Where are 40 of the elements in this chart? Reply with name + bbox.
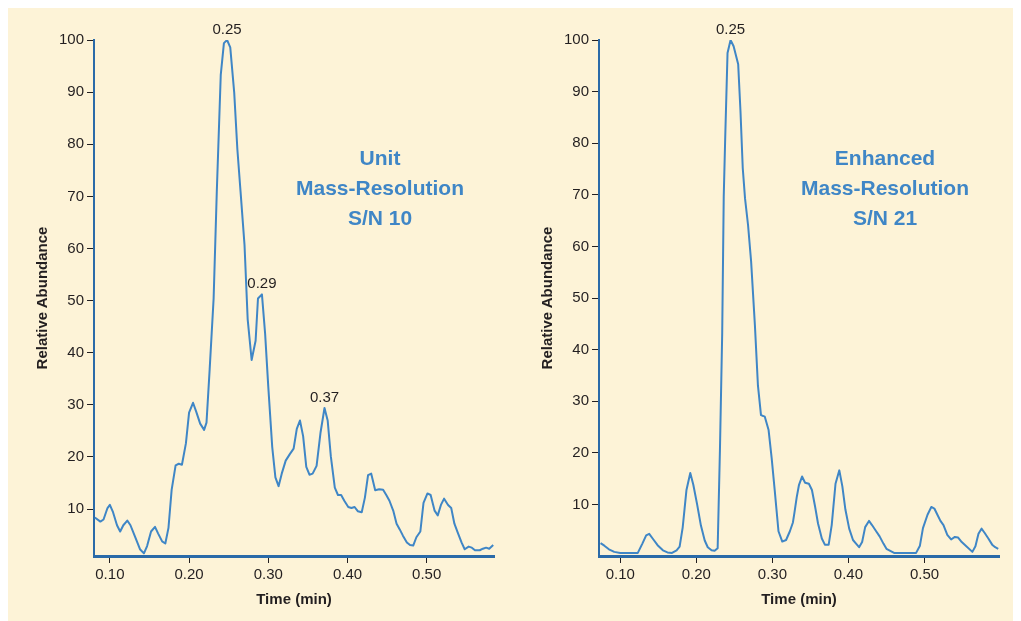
x-tick-label: 0.30 bbox=[757, 565, 787, 583]
y-tick-label: 20 bbox=[67, 447, 85, 465]
y-axis-title: Relative Abundance bbox=[33, 226, 51, 370]
y-tick-label: 100 bbox=[59, 30, 85, 48]
y-tick-label: 30 bbox=[572, 391, 590, 409]
y-tick-label: 50 bbox=[67, 290, 85, 308]
y-tick-label: 60 bbox=[572, 236, 590, 254]
y-tick-label: 10 bbox=[67, 499, 85, 517]
y-tick-label: 30 bbox=[67, 394, 85, 412]
y-tick-label: 20 bbox=[572, 442, 590, 460]
x-tick-label: 0.20 bbox=[681, 565, 711, 583]
y-axis-title: Relative Abundance bbox=[538, 226, 556, 370]
y-tick-label: 70 bbox=[67, 186, 85, 204]
y-tick-label: 60 bbox=[67, 238, 85, 256]
x-tick-label: 0.10 bbox=[605, 565, 635, 583]
annotation: 0.29 bbox=[247, 273, 277, 291]
y-tick-label: 90 bbox=[67, 82, 85, 100]
y-tick-label: 100 bbox=[564, 30, 590, 48]
x-tick-label: 0.20 bbox=[174, 565, 204, 583]
y-tick-label: 80 bbox=[572, 133, 590, 151]
annotation: 0.37 bbox=[309, 387, 340, 405]
annotation: 0.25 bbox=[715, 19, 746, 37]
x-tick-label: 0.40 bbox=[833, 565, 864, 583]
y-tick-label: 80 bbox=[67, 134, 85, 152]
annotation: Unit Mass-Resolution S/N 10 bbox=[295, 146, 465, 230]
x-tick-label: 0.40 bbox=[332, 565, 363, 583]
y-tick-label: 10 bbox=[572, 494, 590, 512]
x-axis-title: Time (min) bbox=[761, 590, 837, 608]
y-tick-label: 40 bbox=[572, 339, 590, 357]
x-tick-label: 0.50 bbox=[909, 565, 940, 583]
x-tick-label: 0.50 bbox=[412, 565, 442, 583]
annotation: Enhanced Mass-Resolution S/N 21 bbox=[800, 146, 970, 230]
x-tick-label: 0.30 bbox=[253, 565, 283, 583]
y-tick-label: 70 bbox=[572, 184, 590, 202]
y-tick-label: 90 bbox=[572, 81, 590, 99]
annotation: 0.25 bbox=[212, 19, 242, 37]
y-tick-label: 40 bbox=[67, 342, 85, 360]
y-tick-label: 50 bbox=[572, 288, 590, 306]
x-tick-label: 0.10 bbox=[95, 565, 125, 583]
x-axis-title: Time (min) bbox=[256, 590, 332, 608]
